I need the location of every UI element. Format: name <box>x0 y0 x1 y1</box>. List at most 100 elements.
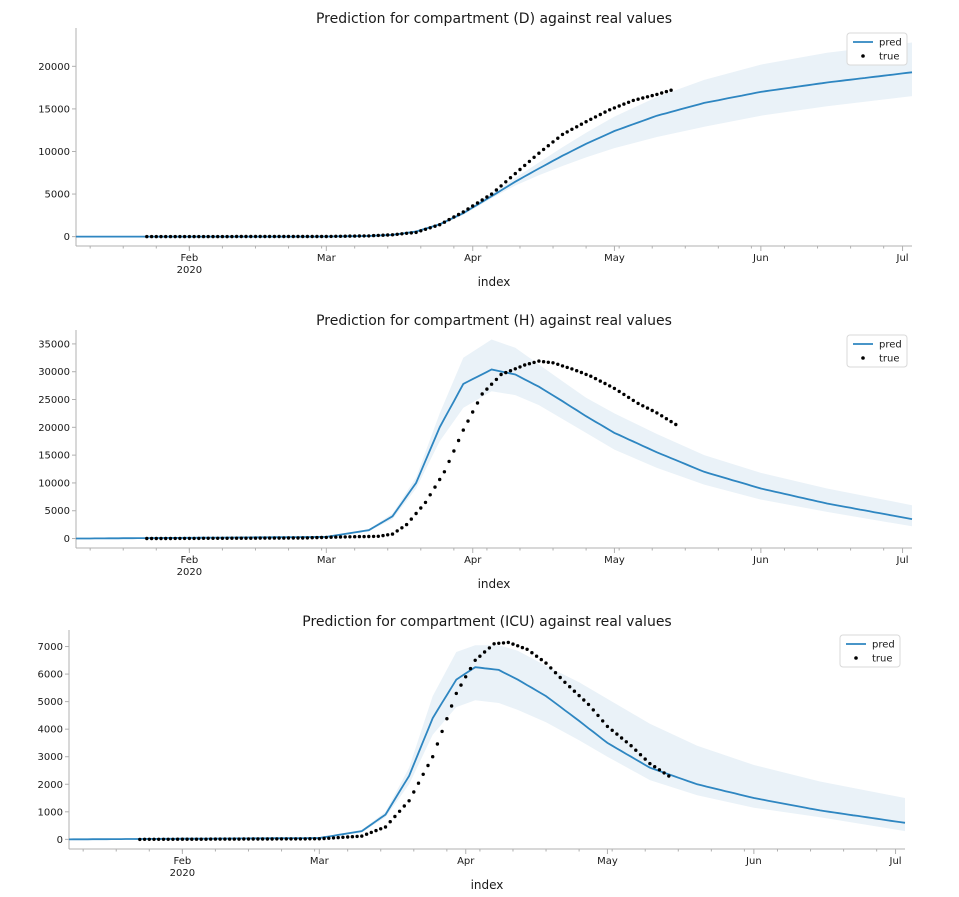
true-point-d <box>201 234 206 239</box>
true-point-d <box>296 234 300 239</box>
true-point-d <box>608 108 612 112</box>
true-point-h <box>253 536 258 540</box>
true-point-d <box>532 155 536 159</box>
true-point-icu <box>251 837 255 841</box>
true-point-d <box>603 110 607 114</box>
true-point-icu <box>246 837 251 841</box>
y-tick-label-icu: 0 <box>57 835 63 846</box>
true-point-icu <box>308 837 312 841</box>
true-point-d <box>504 180 508 184</box>
true-point-d <box>438 223 442 227</box>
true-point-h <box>556 362 560 366</box>
true-point-h <box>168 536 173 541</box>
x-tick-label-icu: May <box>597 856 618 867</box>
true-point-d <box>626 100 631 105</box>
x-tick-label-icu: Feb <box>173 856 191 867</box>
true-point-h <box>381 533 385 538</box>
true-point-h <box>452 449 456 453</box>
true-point-icu <box>317 837 321 841</box>
true-point-icu <box>256 837 260 841</box>
true-point-d <box>480 198 484 202</box>
true-point-d <box>263 234 267 239</box>
true-point-h <box>343 535 347 539</box>
true-point-icu <box>393 814 397 819</box>
true-point-h <box>546 360 550 364</box>
true-point-d <box>622 102 626 106</box>
true-point-icu <box>142 837 147 841</box>
true-point-h <box>263 536 267 540</box>
true-point-d <box>575 125 579 129</box>
true-point-d <box>244 234 248 239</box>
true-point-h <box>660 414 664 418</box>
true-point-d <box>423 227 428 231</box>
true-point-d <box>461 210 465 214</box>
true-point-h <box>338 535 343 539</box>
true-point-h <box>173 536 177 541</box>
true-point-icu <box>294 837 298 841</box>
true-point-d <box>353 234 357 238</box>
true-point-h <box>608 384 612 388</box>
x-axis-label-icu: index <box>471 878 504 892</box>
true-point-d <box>485 195 489 199</box>
y-tick-label-icu: 6000 <box>38 670 63 681</box>
true-point-icu <box>209 837 213 841</box>
true-point-h <box>319 535 324 540</box>
y-tick-label-h: 35000 <box>38 339 70 350</box>
true-point-d <box>381 233 385 237</box>
true-point-icu <box>568 685 572 689</box>
true-point-icu <box>648 761 652 766</box>
true-point-h <box>329 535 333 539</box>
true-point-icu <box>161 837 166 841</box>
true-point-d <box>315 234 319 239</box>
true-point-d <box>319 234 324 239</box>
true-point-h <box>216 536 220 540</box>
legend-true-swatch-d <box>861 54 865 58</box>
true-point-d <box>395 232 399 236</box>
true-point-h <box>461 428 465 432</box>
true-point-d <box>164 234 168 239</box>
true-point-h <box>471 410 475 414</box>
true-point-d <box>560 132 565 137</box>
true-point-h <box>324 535 328 540</box>
true-point-icu <box>303 837 307 841</box>
chart-panel-icu: Prediction for compartment (ICU) against… <box>38 614 906 892</box>
true-point-h <box>513 367 517 371</box>
true-point-icu <box>237 837 241 841</box>
true-point-h <box>220 536 225 540</box>
true-point-d <box>367 234 371 238</box>
true-point-h <box>272 536 277 540</box>
true-point-icu <box>615 732 619 736</box>
true-point-h <box>603 381 607 386</box>
true-point-d <box>645 95 650 99</box>
true-point-icu <box>667 774 671 778</box>
true-point-d <box>291 234 295 239</box>
true-point-icu <box>464 675 468 679</box>
true-point-h <box>192 536 196 541</box>
true-point-h <box>499 372 503 377</box>
true-point-icu <box>138 837 142 842</box>
true-point-icu <box>416 781 421 785</box>
true-point-h <box>277 536 281 540</box>
true-point-d <box>433 224 437 228</box>
true-point-d <box>277 234 281 239</box>
true-point-h <box>622 392 626 397</box>
true-point-d <box>272 234 277 239</box>
true-point-d <box>404 231 409 235</box>
true-point-icu <box>204 837 208 841</box>
true-point-h <box>641 404 645 408</box>
true-point-h <box>598 379 602 383</box>
true-point-icu <box>175 837 180 841</box>
true-point-icu <box>402 804 406 808</box>
true-point-h <box>353 535 357 539</box>
y-tick-label-d: 0 <box>64 232 70 243</box>
true-point-h <box>565 365 569 370</box>
true-point-icu <box>190 837 194 841</box>
true-point-icu <box>572 689 577 693</box>
true-point-icu <box>388 820 392 824</box>
true-point-d <box>230 234 234 239</box>
true-point-icu <box>369 830 373 835</box>
true-point-h <box>551 361 555 365</box>
true-point-h <box>282 536 286 540</box>
true-point-icu <box>397 809 402 813</box>
true-point-icu <box>279 837 284 841</box>
